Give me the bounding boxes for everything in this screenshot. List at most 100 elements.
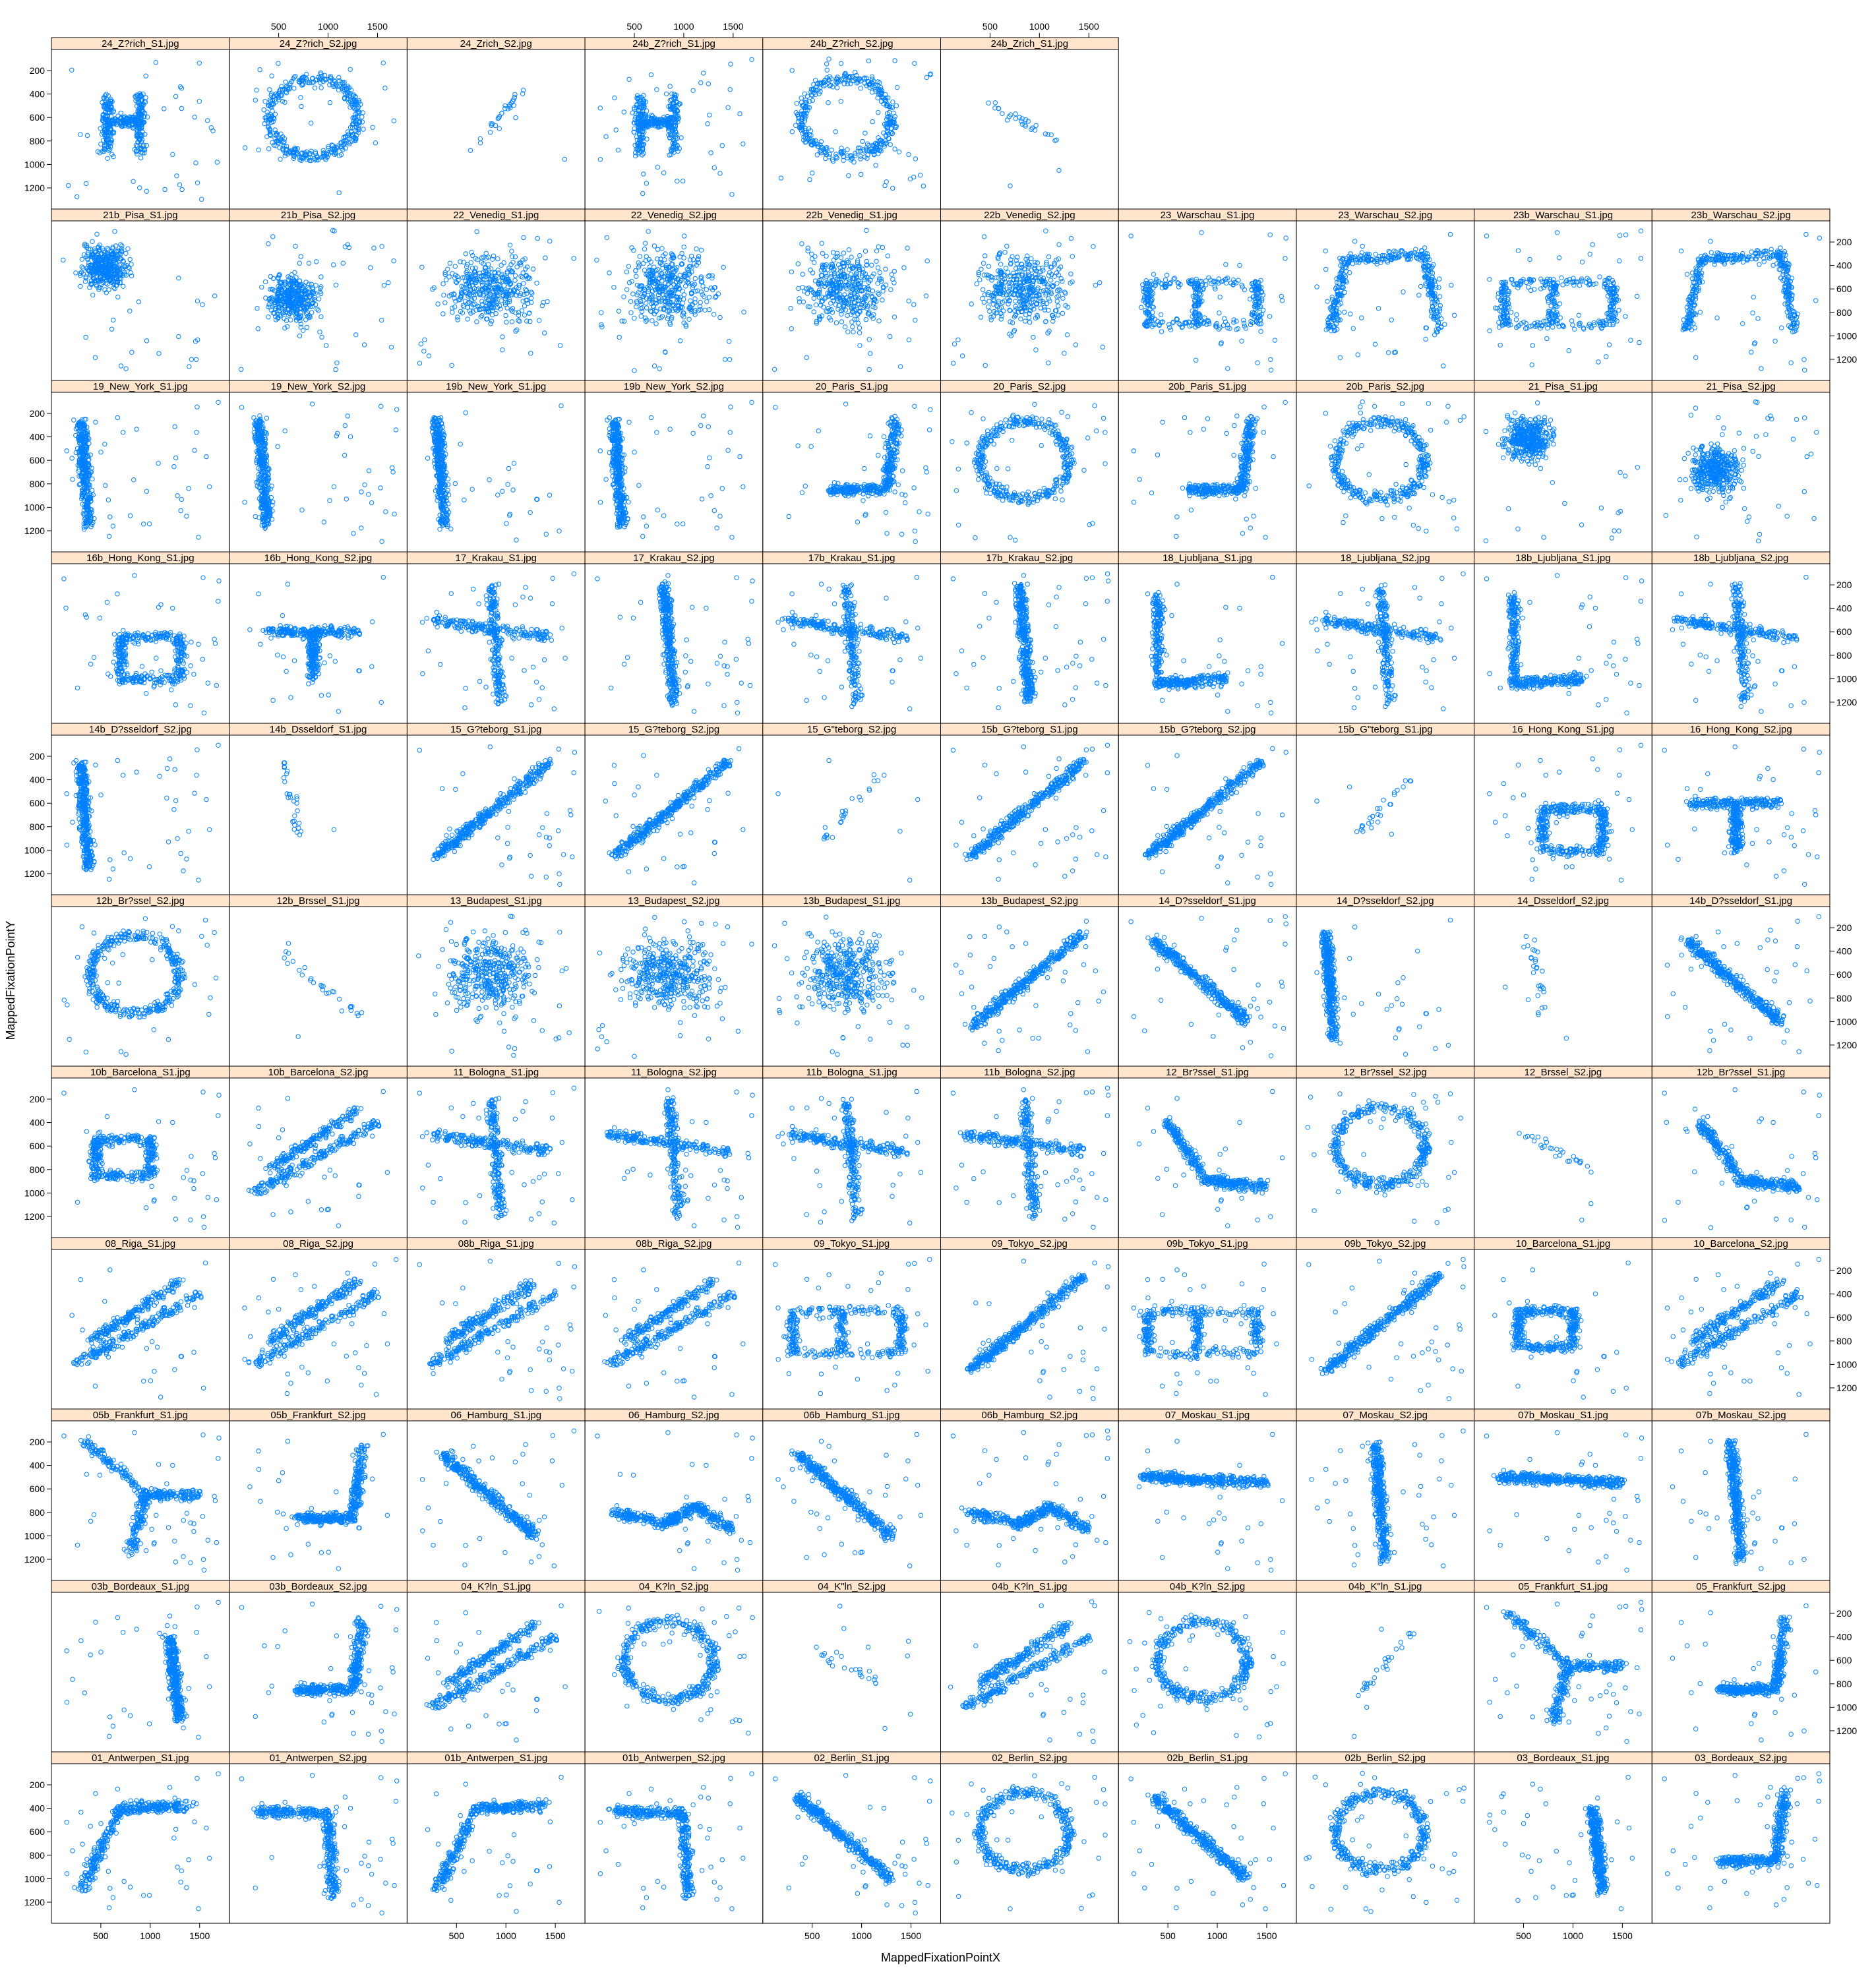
fixation-point	[708, 113, 711, 117]
fixation-point	[278, 157, 282, 161]
fixation-point	[383, 86, 387, 90]
fixation-point	[614, 128, 618, 132]
fixation-point	[380, 245, 384, 249]
fixation-point	[641, 191, 645, 195]
fixation-point	[537, 318, 541, 322]
fixation-point	[500, 111, 504, 115]
fixation-point	[741, 142, 745, 146]
fixation-point	[292, 86, 296, 90]
fixation-point	[712, 165, 716, 169]
fixation-point	[500, 348, 504, 352]
fixation-point	[116, 295, 120, 299]
fixation-point	[750, 57, 754, 61]
fixation-point	[512, 104, 516, 107]
fixation-point	[441, 282, 445, 285]
fixation-point	[371, 125, 375, 129]
fixation-point	[494, 274, 498, 278]
fixation-point	[138, 186, 142, 190]
fixation-point	[893, 147, 897, 151]
fixation-point	[876, 110, 880, 114]
fixation-point	[417, 361, 421, 365]
fixation-point	[675, 179, 679, 183]
fixation-point	[883, 183, 887, 187]
fixation-point	[324, 344, 328, 347]
fixation-point	[503, 104, 507, 107]
fixation-point	[177, 183, 181, 187]
fixation-point	[504, 313, 508, 317]
fixation-point	[859, 86, 862, 90]
fixation-point	[522, 235, 526, 239]
panel-title: 21b_Pisa_S1.jpg	[103, 210, 177, 221]
fixation-point	[321, 148, 325, 152]
fixation-point	[99, 142, 103, 146]
fixation-point	[913, 157, 917, 161]
fixation-point	[126, 247, 130, 251]
fixation-point	[993, 101, 997, 105]
fixation-point	[897, 150, 901, 154]
fixation-point	[206, 119, 210, 123]
fixation-point	[466, 301, 469, 305]
fixation-point	[514, 329, 518, 333]
fixation-point	[215, 160, 219, 164]
fixation-point	[130, 350, 134, 354]
fixation-point	[144, 189, 148, 193]
fixation-point	[119, 364, 123, 368]
fixation-point	[892, 111, 895, 115]
panel: 24b_Z?rich_S2.jpg	[763, 38, 941, 209]
fixation-point	[171, 152, 175, 156]
fixation-point	[372, 246, 376, 250]
fixation-point	[497, 127, 501, 131]
fixation-point	[866, 59, 870, 63]
fixation-point	[1008, 184, 1012, 188]
fixation-point	[255, 306, 259, 310]
fixation-point	[334, 283, 338, 287]
fixation-point	[1019, 119, 1023, 123]
fixation-point	[93, 355, 97, 359]
fixation-point	[144, 339, 148, 343]
fixation-point	[522, 313, 526, 317]
fixation-point	[253, 98, 257, 102]
fixation-point	[1023, 123, 1027, 127]
fixation-point	[315, 260, 318, 264]
fixation-point	[194, 357, 198, 361]
fixation-point	[516, 318, 520, 322]
fixation-point	[835, 86, 839, 90]
fixation-point	[891, 100, 895, 104]
fixation-point	[392, 259, 396, 263]
fixation-point	[335, 361, 339, 365]
fixation-point	[616, 148, 620, 152]
fixation-point	[361, 127, 365, 131]
fixation-point	[1014, 112, 1017, 116]
fixation-point	[243, 146, 247, 150]
fixation-point	[468, 148, 472, 152]
fixation-point	[80, 257, 84, 261]
fixation-point	[558, 344, 562, 347]
fixation-point	[447, 275, 451, 279]
fixation-point	[662, 171, 666, 175]
fixation-point	[124, 367, 128, 371]
fixation-point	[815, 153, 819, 157]
fixation-point	[515, 265, 519, 269]
fixation-point	[461, 303, 465, 307]
fixation-point	[343, 245, 347, 249]
fixation-point	[317, 297, 320, 301]
panel-title: 24_Z?rich_S1.jpg	[102, 38, 179, 49]
fixation-point	[318, 330, 322, 334]
fixation-point	[456, 318, 460, 322]
fixation-point	[195, 299, 199, 303]
fixation-point	[441, 312, 445, 316]
fixation-point	[200, 303, 204, 307]
fixation-point	[289, 318, 293, 322]
fixation-point	[702, 71, 706, 75]
fixation-point	[262, 107, 266, 111]
fixation-point	[124, 251, 128, 255]
fixation-point	[128, 309, 132, 313]
fixation-point	[301, 328, 305, 332]
fixation-point	[729, 62, 733, 66]
fixation-point	[986, 101, 990, 105]
fixation-point	[847, 173, 851, 177]
fixation-point	[510, 320, 514, 324]
fixation-point	[709, 151, 713, 155]
fixation-point	[655, 165, 659, 169]
fixation-point	[613, 96, 617, 100]
